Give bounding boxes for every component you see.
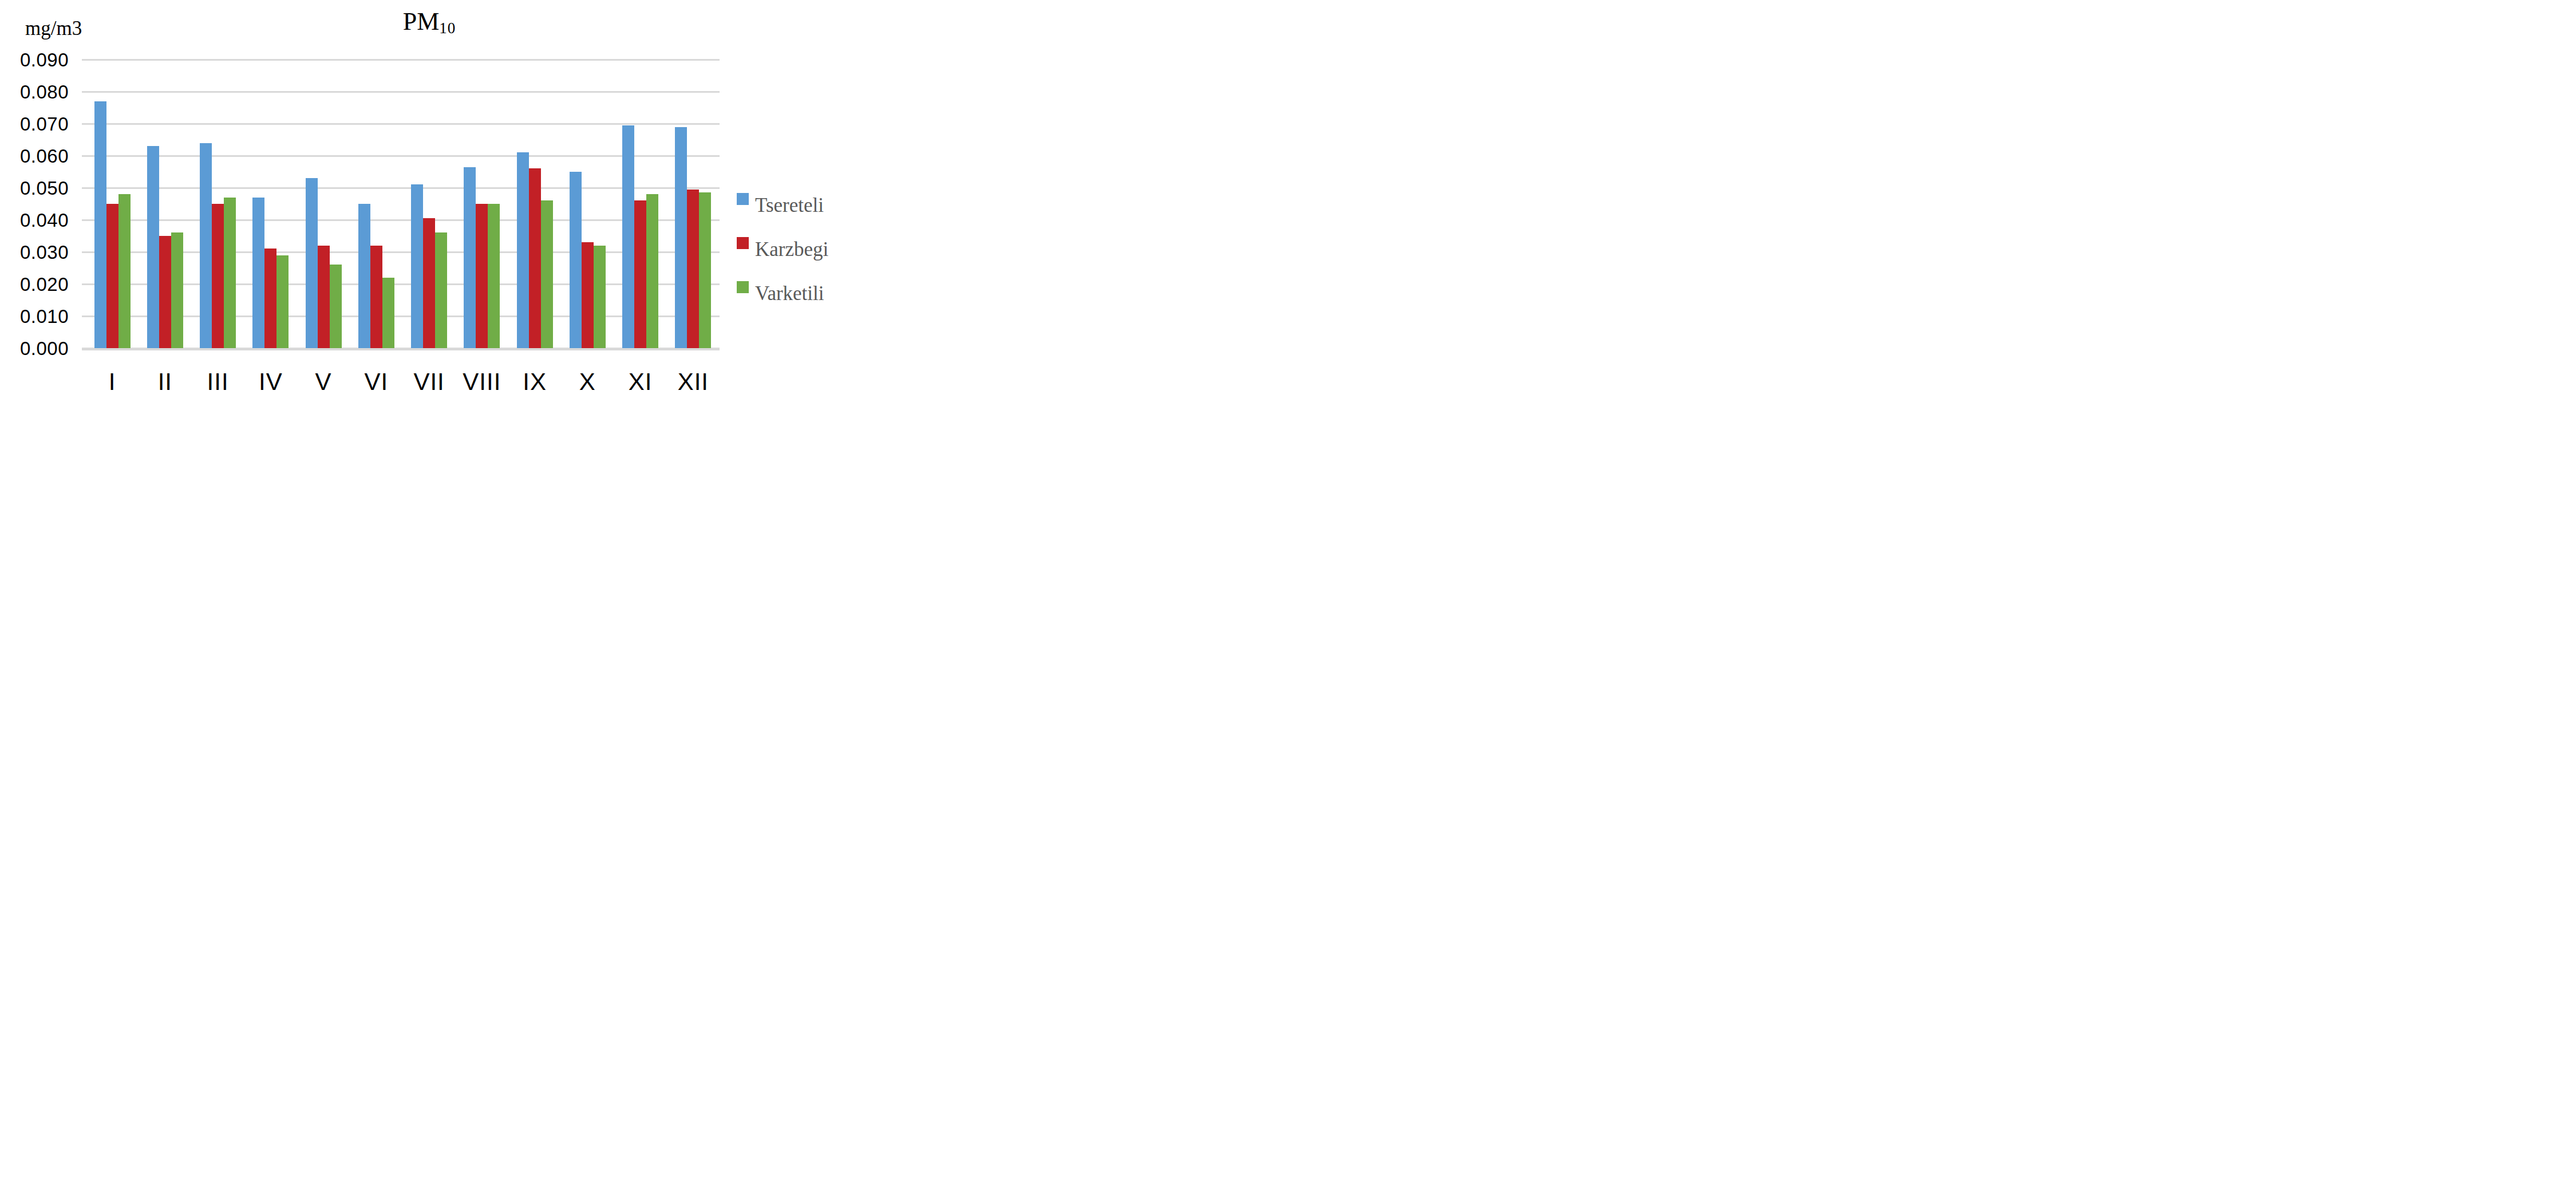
bar-karzbegi-II (159, 236, 171, 348)
bar-varketili-I (118, 194, 131, 348)
bar-karzbegi-I (106, 204, 118, 348)
y-tick-label: 0.080 (11, 82, 69, 101)
gridline (82, 91, 720, 93)
bar-varketili-VII (435, 232, 447, 348)
bar-tsereteli-VIII (464, 167, 476, 348)
bar-karzbegi-IX (529, 168, 541, 348)
bar-karzbegi-III (212, 204, 224, 348)
bar-karzbegi-V (318, 246, 330, 348)
x-axis-line (82, 348, 720, 350)
bar-varketili-VI (382, 278, 394, 348)
y-tick-label: 0.020 (11, 275, 69, 294)
bar-tsereteli-I (94, 101, 106, 348)
bar-karzbegi-IV (264, 249, 276, 348)
bar-karzbegi-XII (687, 190, 699, 348)
bar-tsereteli-VI (358, 204, 370, 348)
bar-tsereteli-IX (517, 152, 529, 348)
bar-varketili-V (330, 265, 342, 348)
y-tick-label: 0.090 (11, 50, 69, 69)
bar-karzbegi-VIII (476, 204, 488, 348)
chart-canvas: PM10 mg/m3 0.0000.0100.0200.0300.0400.05… (0, 0, 859, 399)
legend-label: Varketili (755, 282, 824, 305)
gridline (82, 123, 720, 125)
bar-tsereteli-V (306, 178, 318, 348)
bar-varketili-II (171, 232, 183, 348)
bar-tsereteli-XI (622, 125, 634, 348)
x-tick-label: XII (659, 370, 728, 394)
bar-tsereteli-II (147, 146, 159, 348)
legend-swatch (737, 237, 749, 249)
legend-label: Karzbegi (755, 238, 828, 261)
gridline (82, 59, 720, 61)
bar-tsereteli-VII (411, 184, 423, 348)
y-tick-label: 0.000 (11, 339, 69, 358)
bar-karzbegi-XI (634, 200, 646, 348)
bar-varketili-III (224, 198, 236, 348)
y-tick-label: 0.010 (11, 307, 69, 326)
y-tick-label: 0.040 (11, 211, 69, 230)
bar-varketili-IV (276, 255, 289, 348)
bar-tsereteli-XII (675, 127, 687, 348)
y-tick-label: 0.070 (11, 115, 69, 133)
y-tick-label: 0.060 (11, 147, 69, 165)
legend-swatch (737, 193, 749, 205)
bar-tsereteli-X (570, 172, 582, 348)
legend-swatch (737, 281, 749, 293)
legend-label: Tsereteli (755, 194, 824, 217)
y-tick-label: 0.030 (11, 243, 69, 262)
bar-varketili-VIII (488, 204, 500, 348)
bar-varketili-IX (541, 200, 553, 348)
bar-tsereteli-IV (252, 198, 264, 348)
bar-varketili-X (594, 246, 606, 348)
bar-varketili-XII (699, 192, 711, 348)
bar-karzbegi-VI (370, 246, 382, 348)
bar-karzbegi-X (582, 242, 594, 348)
bar-varketili-XI (646, 194, 658, 348)
bar-karzbegi-VII (423, 218, 435, 348)
plot-area (0, 0, 859, 399)
bar-tsereteli-III (200, 143, 212, 348)
y-tick-label: 0.050 (11, 179, 69, 198)
